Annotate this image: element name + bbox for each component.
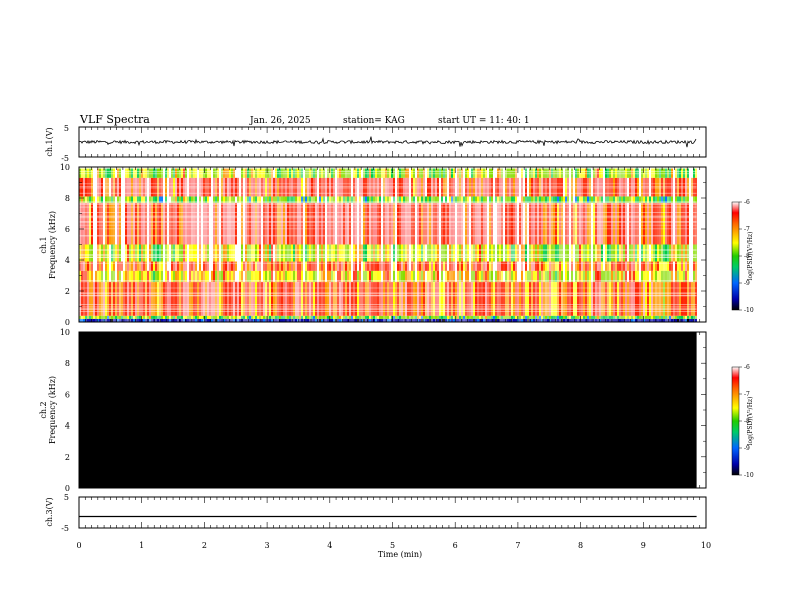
colorbar-tick-label: -7 [744, 391, 750, 398]
ch3-waveform-panel: 5 -5 ch.3(V) [45, 493, 707, 533]
ch1-spectrogram-ylabel-freq: Frequency (kHz) [48, 211, 57, 279]
y-tick-label: 8 [65, 359, 70, 368]
colorbar-tick-label: -7 [744, 226, 750, 233]
x-axis-label: Time (min) [378, 550, 422, 559]
station-label: station= KAG [343, 116, 405, 126]
x-tick-label: 2 [202, 541, 207, 550]
ch1-ytick-bottom: -5 [61, 154, 69, 163]
ch1-waveform-panel: 5 -5 ch.1(V) [45, 124, 707, 163]
ch1-colorbar [731, 201, 740, 311]
colorbar-tick-label: -9 [744, 445, 750, 452]
x-axis-tick-labels: 0 1 2 3 4 5 6 7 8 9 10 [76, 541, 711, 550]
y-tick-label: 6 [65, 225, 70, 234]
ch1-waveform-line [78, 136, 697, 148]
y-tick-label: 6 [65, 390, 70, 399]
y-tick-label: 0 [65, 484, 70, 493]
x-axis-ticks [78, 127, 707, 528]
x-tick-label: 6 [453, 541, 458, 550]
y-tick-label: 2 [65, 453, 70, 462]
x-tick-label: 7 [515, 541, 520, 550]
colorbar-tick-label: -9 [744, 280, 750, 287]
colorbar-tick-label: -6 [744, 364, 750, 371]
y-tick-label: 10 [60, 328, 70, 337]
ch2-spectrogram-image [79, 332, 697, 488]
x-tick-label: 1 [139, 541, 144, 550]
colorbar-tick-label: -10 [744, 307, 754, 314]
x-tick-label: 5 [390, 541, 395, 550]
date-label: Jan. 26, 2025 [249, 116, 311, 126]
colorbar-tick-label: -8 [744, 418, 750, 425]
y-tick-label: 10 [60, 163, 70, 172]
y-tick-label: 4 [65, 422, 70, 431]
ch1-colorbar-label: log(PSD)(V²/Hz) [747, 232, 754, 281]
ch2-colorbar-label: log(PSD)(V²/Hz) [747, 397, 754, 446]
ch2-spectrogram-ylabel-channel: ch.2 [39, 401, 48, 418]
chart-title: VLF Spectra [79, 113, 150, 126]
y-tick-label: 8 [65, 194, 70, 203]
start-time-label: start UT = 11: 40: 1 [438, 116, 530, 126]
ch2-spectrogram-ylabel-freq: Frequency (kHz) [48, 376, 57, 444]
y-tick-label: 2 [65, 287, 70, 296]
x-tick-label: 9 [641, 541, 646, 550]
colorbar-tick-label: -6 [744, 199, 750, 206]
x-tick-label: 3 [265, 541, 270, 550]
x-tick-label: 10 [701, 541, 711, 550]
ch1-spectrogram-ylabel-channel: ch.1 [39, 236, 48, 253]
ch2-spectrogram-panel: 0 2 4 6 8 10 ch.2 Frequency (kHz) -6 -7 -8 -9 -10… [39, 328, 754, 493]
ch1-spectrogram-panel: 0 2 4 6 8 10 ch.1 Frequency (kHz) -6 -7 -8 -9 -10… [39, 163, 754, 327]
ch1-spectrogram-image [79, 168, 697, 322]
y-tick-label: 4 [65, 256, 70, 265]
ch3-ytick-top: 5 [64, 493, 69, 502]
ch3-ytick-bottom: -5 [61, 524, 69, 533]
x-tick-label: 8 [578, 541, 583, 550]
colorbar-tick-label: -10 [744, 472, 754, 479]
x-tick-label: 4 [327, 541, 332, 550]
ch1-ytick-top: 5 [64, 124, 69, 133]
y-tick-label: 0 [65, 318, 70, 327]
ch2-colorbar [731, 366, 740, 476]
ch1-waveform-ylabel: ch.1(V) [45, 127, 54, 156]
x-tick-label: 0 [76, 541, 81, 550]
ch3-waveform-ylabel: ch.3(V) [45, 497, 54, 526]
colorbar-tick-label: -8 [744, 253, 750, 260]
